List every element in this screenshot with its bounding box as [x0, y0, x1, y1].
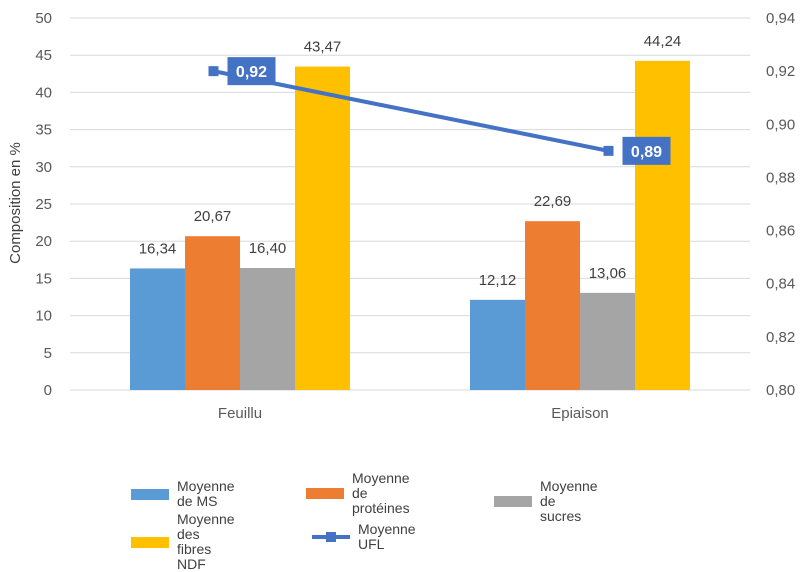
y-tick-label: 35 [35, 122, 52, 139]
legend-item-ufl: Moyenne UFL [312, 522, 416, 552]
legend-label-proteines: Moyenne de protéines [352, 470, 410, 516]
y2-tick-label: 0,90 [766, 116, 795, 133]
x-axis-ticks: Feuillu Epiaison [218, 405, 609, 422]
bar-data-label: 44,24 [644, 33, 682, 50]
bar-data-label: 20,67 [194, 208, 232, 225]
bar [240, 267, 295, 390]
y-tick-label: 40 [35, 84, 52, 101]
ufl-line [213, 69, 609, 153]
y2-tick-label: 0,86 [766, 223, 795, 240]
legend-swatch-sucres [494, 496, 532, 507]
legend-item-ms: Moyenne de MS [131, 479, 235, 509]
ufl-marker [208, 66, 219, 77]
bar-data-label: 16,34 [139, 240, 177, 257]
legend-swatch-proteines [306, 488, 344, 499]
legend-item-ndf: Moyenne des fibres NDF [131, 512, 235, 572]
bar-data-label: 13,06 [589, 265, 627, 282]
legend-item-proteines: Moyenne de protéines [306, 471, 410, 516]
bar [580, 292, 635, 390]
bar [470, 299, 525, 390]
y2-tick-label: 0,88 [766, 169, 795, 186]
y-axis-title: Composition en % [7, 142, 24, 264]
y-tick-label: 15 [35, 270, 52, 287]
bar-data-label: 43,47 [304, 39, 342, 56]
bar-data-label: 22,69 [534, 193, 572, 210]
y2-tick-label: 0,84 [766, 276, 795, 293]
ufl-line-series: 0,92 0,89 [208, 57, 671, 165]
legend-label-sucres: Moyenne de sucres [540, 478, 598, 524]
x-tick-label: Feuillu [218, 405, 262, 422]
bar-data-label: 12,12 [479, 272, 517, 289]
legend-label-ms: Moyenne de MS [177, 478, 235, 509]
y2-tick-label: 0,92 [766, 63, 795, 80]
y-tick-label: 5 [44, 345, 52, 362]
bar-data-label: 16,40 [249, 240, 287, 257]
ufl-data-label: 0,92 [236, 64, 267, 81]
bars [130, 60, 690, 391]
y-axis-right-ticks: 0,80 0,82 0,84 0,86 0,88 0,90 0,92 0,94 [766, 10, 795, 399]
ufl-data-label: 0,89 [631, 144, 662, 161]
legend-item-sucres: Moyenne de sucres [494, 479, 598, 524]
y2-tick-label: 0,82 [766, 329, 795, 346]
legend-swatch-ms [131, 488, 169, 500]
y-tick-label: 30 [35, 159, 52, 176]
legend-label-ufl: Moyenne UFL [358, 521, 416, 552]
y-tick-label: 10 [35, 308, 52, 325]
legend-swatch-ufl [312, 531, 350, 543]
x-tick-label: Epiaison [551, 405, 609, 422]
y-tick-label: 25 [35, 196, 52, 213]
y2-tick-label: 0,94 [766, 10, 795, 27]
bar [185, 236, 240, 390]
y-tick-label: 20 [35, 233, 52, 250]
ufl-label-box [622, 136, 671, 165]
y-tick-label: 0 [44, 382, 52, 399]
y-axis-left-ticks: 0 5 10 15 20 25 30 35 40 45 50 [35, 10, 52, 399]
bar [130, 268, 185, 390]
y-tick-label: 45 [35, 47, 52, 64]
y2-tick-label: 0,80 [766, 382, 795, 399]
ufl-label-box [227, 57, 276, 86]
bar-data-labels: 16,34 20,67 16,40 43,47 12,12 22,69 13,06 44,24 [139, 33, 682, 289]
bar [295, 66, 350, 391]
bar [635, 60, 690, 390]
ufl-marker [603, 145, 614, 156]
y-tick-label: 50 [35, 10, 52, 27]
legend-swatch-ndf [131, 536, 169, 548]
bar [525, 221, 580, 390]
legend-label-ndf: Moyenne des fibres NDF [177, 511, 235, 572]
